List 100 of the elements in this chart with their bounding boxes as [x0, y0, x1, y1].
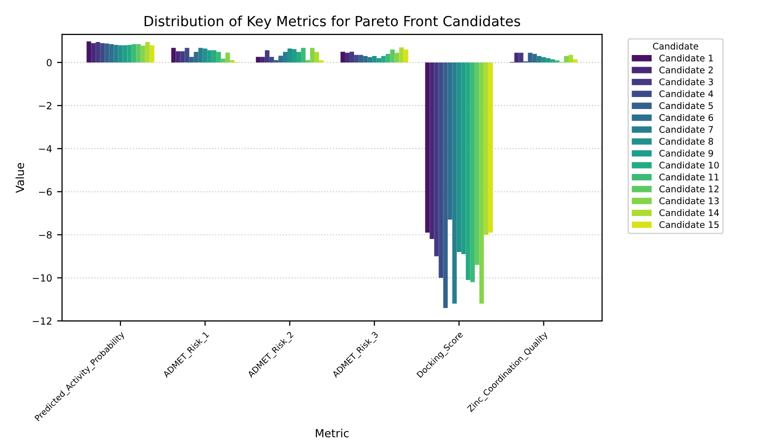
bar — [100, 43, 105, 62]
bar — [528, 52, 532, 62]
bar — [456, 62, 462, 252]
bar — [390, 50, 395, 62]
bar — [150, 45, 154, 62]
bar — [438, 62, 444, 278]
legend-label: Candidate 9 — [659, 150, 714, 157]
bar — [536, 56, 542, 62]
bar — [541, 57, 546, 62]
bar — [372, 56, 377, 62]
bar — [345, 52, 350, 62]
bar — [96, 42, 100, 62]
bar — [573, 59, 578, 62]
bar — [484, 62, 488, 235]
bar — [122, 45, 128, 62]
legend-label: Candidate 6 — [659, 114, 714, 121]
bar — [354, 54, 359, 62]
bar — [127, 44, 132, 62]
bar — [225, 52, 230, 62]
bar — [118, 45, 123, 62]
bar — [546, 58, 550, 62]
legend-label: Candidate 15 — [659, 221, 719, 228]
bar — [171, 48, 176, 62]
bar — [386, 54, 390, 62]
bar — [207, 50, 212, 62]
bar — [394, 52, 400, 62]
bar — [363, 56, 368, 62]
y-tick-label: 0 — [46, 58, 52, 66]
bar — [264, 50, 270, 62]
y-tick-label: −6 — [39, 188, 52, 196]
bar — [443, 62, 448, 308]
bar — [198, 48, 203, 62]
bar — [189, 56, 194, 62]
legend-label: Candidate 3 — [659, 78, 713, 86]
bar — [132, 44, 136, 62]
bar — [314, 52, 320, 62]
bar — [296, 52, 302, 62]
bar — [292, 49, 297, 62]
legend-label: Candidate 10 — [659, 162, 719, 169]
legend-label: Candidate 7 — [659, 126, 713, 133]
bar — [381, 56, 386, 62]
bar — [474, 62, 480, 265]
legend-title: Candidate — [653, 42, 698, 50]
y-tick-label: −12 — [32, 317, 52, 325]
bar — [212, 50, 216, 62]
legend-label: Candidate 8 — [659, 138, 714, 145]
bar — [404, 50, 408, 62]
bar — [479, 62, 484, 304]
y-tick-label: −8 — [39, 231, 52, 239]
bar — [550, 59, 555, 62]
bar — [202, 48, 208, 62]
bar — [434, 62, 439, 256]
bar — [145, 42, 150, 62]
bar — [532, 54, 537, 62]
bar — [518, 52, 524, 62]
bar — [114, 44, 118, 62]
bar — [216, 52, 221, 62]
y-tick-label: −2 — [39, 102, 52, 110]
bar — [358, 54, 364, 62]
bar — [301, 48, 306, 62]
bar — [425, 62, 430, 233]
bar — [256, 56, 260, 62]
bar — [488, 62, 493, 233]
bar — [278, 56, 283, 62]
bar — [140, 46, 146, 62]
legend-label: Candidate 5 — [659, 102, 713, 110]
bar — [220, 58, 226, 62]
legend-label: Candidate 12 — [659, 185, 718, 192]
bar — [514, 52, 519, 62]
bar — [180, 51, 185, 62]
bar — [368, 57, 372, 62]
bar — [461, 62, 466, 254]
bar — [430, 62, 434, 240]
x-axis-title: Metric — [316, 428, 349, 438]
bar — [568, 54, 574, 62]
bar — [564, 56, 568, 62]
y-tick-label: −10 — [32, 274, 52, 282]
bar — [466, 62, 470, 280]
legend-label: Candidate 2 — [659, 66, 713, 74]
legend-label: Candidate 1 — [659, 54, 713, 62]
y-tick-label: −4 — [39, 145, 52, 152]
legend-label: Candidate 13 — [659, 197, 719, 204]
bar — [176, 51, 180, 62]
legend-label: Candidate 11 — [659, 173, 719, 180]
bar — [91, 43, 96, 62]
bar — [269, 56, 274, 62]
bar — [448, 62, 452, 220]
bar — [104, 44, 110, 62]
bar — [287, 48, 292, 62]
bar — [136, 44, 141, 62]
bar — [86, 41, 92, 62]
bar — [376, 58, 382, 62]
legend-label: Candidate 4 — [659, 90, 714, 98]
y-axis-title: Value — [15, 163, 24, 193]
bar — [452, 62, 457, 304]
bar — [310, 48, 315, 62]
bar — [184, 48, 190, 62]
bar — [340, 52, 346, 62]
bar — [470, 62, 475, 282]
bar — [194, 52, 198, 62]
